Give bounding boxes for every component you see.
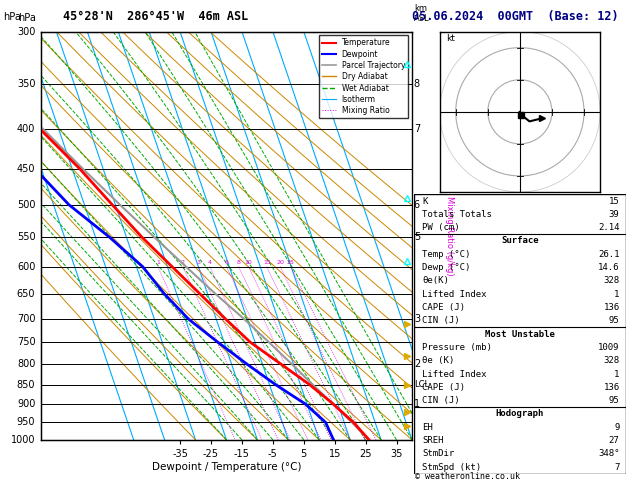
Text: Totals Totals: Totals Totals — [422, 210, 493, 219]
Text: 328: 328 — [603, 356, 620, 365]
Text: 950: 950 — [17, 417, 35, 428]
Text: 39: 39 — [609, 210, 620, 219]
Text: 26.1: 26.1 — [598, 250, 620, 259]
Text: 3: 3 — [414, 314, 420, 324]
Text: θe(K): θe(K) — [422, 277, 449, 285]
Text: 6: 6 — [414, 200, 420, 210]
Text: CIN (J): CIN (J) — [422, 316, 460, 325]
Text: 1: 1 — [614, 369, 620, 379]
Text: 25: 25 — [287, 260, 294, 264]
Text: km
ASL: km ASL — [414, 4, 430, 23]
Text: CIN (J): CIN (J) — [422, 396, 460, 405]
Text: 1009: 1009 — [598, 343, 620, 352]
Text: hPa: hPa — [19, 14, 36, 23]
Text: 7: 7 — [414, 124, 420, 134]
Text: 9: 9 — [614, 423, 620, 432]
Text: 850: 850 — [17, 380, 35, 390]
Text: 550: 550 — [17, 232, 35, 242]
Text: SREH: SREH — [422, 436, 444, 445]
Text: 3: 3 — [196, 260, 201, 264]
Text: StmDir: StmDir — [422, 450, 455, 458]
Text: 700: 700 — [17, 314, 35, 324]
Text: 15: 15 — [609, 196, 620, 206]
Text: 7: 7 — [614, 463, 620, 472]
Text: 350: 350 — [17, 79, 35, 89]
Text: 1: 1 — [156, 260, 160, 264]
Text: 2: 2 — [181, 260, 185, 264]
X-axis label: Dewpoint / Temperature (°C): Dewpoint / Temperature (°C) — [152, 462, 301, 471]
Text: 800: 800 — [17, 359, 35, 369]
Text: 5: 5 — [414, 232, 420, 242]
Text: Dewp (°C): Dewp (°C) — [422, 263, 470, 272]
Text: CAPE (J): CAPE (J) — [422, 383, 465, 392]
Text: 95: 95 — [609, 396, 620, 405]
Text: 8: 8 — [237, 260, 241, 264]
Text: 2.14: 2.14 — [598, 223, 620, 232]
Text: 600: 600 — [17, 261, 35, 272]
Text: 900: 900 — [17, 399, 35, 409]
Text: Most Unstable: Most Unstable — [485, 330, 555, 339]
Text: 328: 328 — [603, 277, 620, 285]
Text: © weatheronline.co.uk: © weatheronline.co.uk — [415, 472, 520, 481]
Text: Lifted Index: Lifted Index — [422, 290, 487, 299]
Text: 27: 27 — [609, 436, 620, 445]
Text: 15: 15 — [263, 260, 270, 264]
Text: 1: 1 — [614, 290, 620, 299]
Text: 8: 8 — [414, 79, 420, 89]
Text: LCL: LCL — [414, 380, 429, 389]
Text: Pressure (mb): Pressure (mb) — [422, 343, 493, 352]
Text: StmSpd (kt): StmSpd (kt) — [422, 463, 481, 472]
Text: 300: 300 — [17, 27, 35, 36]
Text: 1: 1 — [414, 399, 420, 409]
Text: 45°28'N  286°45'W  46m ASL: 45°28'N 286°45'W 46m ASL — [63, 10, 248, 23]
Text: 650: 650 — [17, 289, 35, 299]
Text: PW (cm): PW (cm) — [422, 223, 460, 232]
Text: 750: 750 — [17, 337, 35, 347]
Text: 1000: 1000 — [11, 435, 35, 445]
Text: Hodograph: Hodograph — [496, 410, 544, 418]
Text: 2: 2 — [414, 359, 420, 369]
Text: 20: 20 — [276, 260, 284, 264]
Text: 14.6: 14.6 — [598, 263, 620, 272]
Text: 348°: 348° — [598, 450, 620, 458]
Text: 4: 4 — [208, 260, 212, 264]
Text: 136: 136 — [603, 383, 620, 392]
Legend: Temperature, Dewpoint, Parcel Trajectory, Dry Adiabat, Wet Adiabat, Isotherm, Mi: Temperature, Dewpoint, Parcel Trajectory… — [319, 35, 408, 118]
Text: 05.06.2024  00GMT  (Base: 12): 05.06.2024 00GMT (Base: 12) — [412, 10, 618, 23]
Text: 136: 136 — [603, 303, 620, 312]
Text: Lifted Index: Lifted Index — [422, 369, 487, 379]
Text: hPa: hPa — [3, 12, 21, 22]
Text: Surface: Surface — [501, 237, 538, 245]
Text: 95: 95 — [609, 316, 620, 325]
Text: 10: 10 — [245, 260, 252, 264]
Text: CAPE (J): CAPE (J) — [422, 303, 465, 312]
Y-axis label: Mixing Ratio (g/kg): Mixing Ratio (g/kg) — [445, 196, 454, 276]
Text: 400: 400 — [17, 124, 35, 134]
Text: θe (K): θe (K) — [422, 356, 455, 365]
Text: kt: kt — [446, 34, 455, 43]
Text: Temp (°C): Temp (°C) — [422, 250, 470, 259]
Text: 6: 6 — [225, 260, 228, 264]
Text: EH: EH — [422, 423, 433, 432]
Text: K: K — [422, 196, 428, 206]
Text: 500: 500 — [17, 200, 35, 210]
Text: 450: 450 — [17, 164, 35, 174]
